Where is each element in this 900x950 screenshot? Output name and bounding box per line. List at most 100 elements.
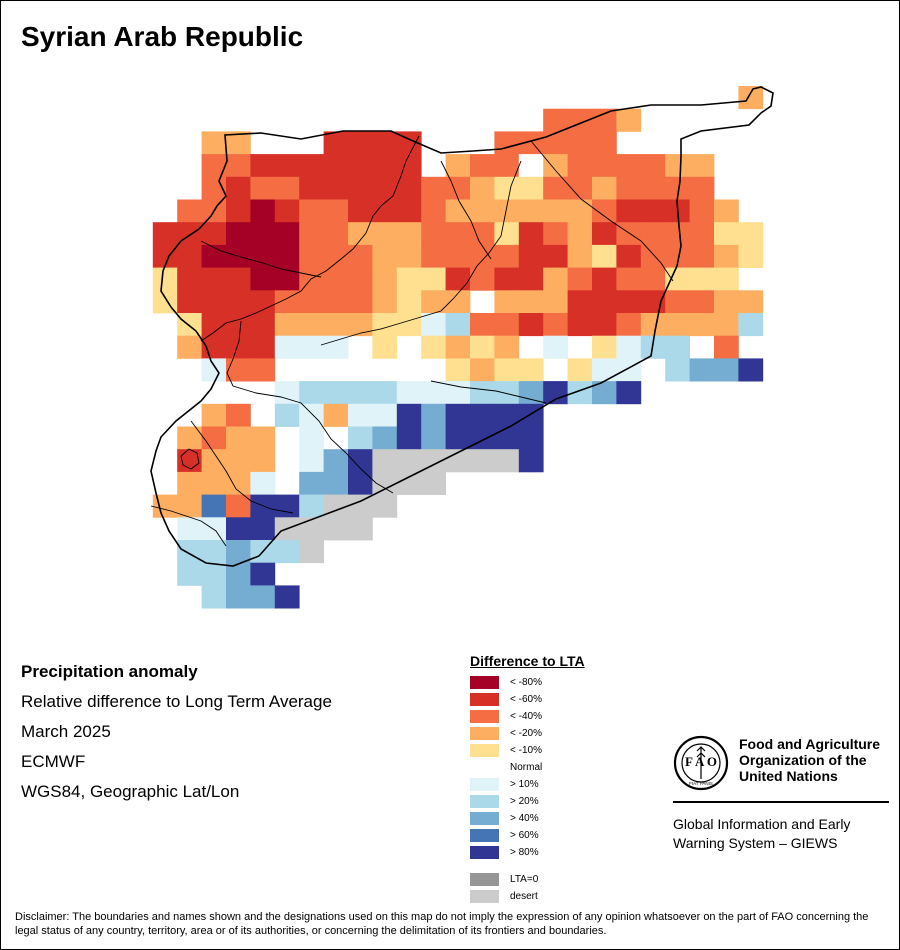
grid-cell xyxy=(421,290,446,314)
grid-cell xyxy=(226,449,251,473)
grid-cell xyxy=(372,267,398,291)
grid-cell xyxy=(738,244,764,268)
grid-cell xyxy=(372,381,398,405)
grid-cell xyxy=(226,176,251,200)
grid-cell xyxy=(274,381,300,405)
grid-cell xyxy=(494,403,520,427)
grid-cell xyxy=(348,131,373,155)
grid-cell xyxy=(543,108,568,132)
grid-cell xyxy=(299,381,324,405)
grid-cell xyxy=(323,176,349,200)
grid-cell xyxy=(470,199,495,223)
grid-cell xyxy=(665,313,690,337)
grid-cell xyxy=(665,244,690,268)
grid-cell xyxy=(494,267,520,291)
grid-cell xyxy=(348,471,373,495)
legend-title: Difference to LTA xyxy=(470,653,585,669)
grid-cell xyxy=(274,313,300,337)
legend-item: > 20% xyxy=(470,794,650,811)
region-border xyxy=(226,320,394,494)
region-border xyxy=(180,448,200,470)
grid-cell xyxy=(470,426,495,450)
grid-cell xyxy=(201,426,227,450)
grid-cell xyxy=(274,403,300,427)
grid-cell xyxy=(738,86,764,110)
grid-cell xyxy=(274,335,300,359)
grid-cell xyxy=(274,176,300,200)
grid-cell xyxy=(152,267,178,291)
grid-cell xyxy=(348,199,373,223)
grid-cell xyxy=(592,222,617,246)
legend-item: > 40% xyxy=(470,811,650,828)
grid-cell xyxy=(226,267,251,291)
grid-cell xyxy=(250,176,276,200)
grid-cell xyxy=(445,199,471,223)
grid-cell xyxy=(567,222,593,246)
grid-cell xyxy=(348,313,373,337)
grid-cell xyxy=(250,313,276,337)
grid-cell xyxy=(177,426,202,450)
grid-cell xyxy=(201,562,227,586)
grid-cell xyxy=(543,199,568,223)
legend-item: < -60% xyxy=(470,692,650,709)
grid-cell xyxy=(616,267,642,291)
grid-cell xyxy=(299,449,324,473)
grid-cell xyxy=(518,426,544,450)
grid-cell xyxy=(152,494,178,518)
grid-cell xyxy=(177,313,202,337)
grid-cell xyxy=(177,517,202,541)
grid-cell xyxy=(299,494,324,518)
grid-cell xyxy=(518,222,544,246)
grid-cell xyxy=(421,222,446,246)
grid-cell xyxy=(738,313,764,337)
grid-cell xyxy=(494,449,520,473)
info-heading: Precipitation anomaly xyxy=(21,662,198,681)
grid-cell xyxy=(494,290,520,314)
grid-cell xyxy=(714,335,739,359)
grid-cell xyxy=(592,176,617,200)
region-border xyxy=(190,420,294,514)
grid-cell xyxy=(592,244,617,268)
grid-cell xyxy=(421,244,446,268)
grid-cell xyxy=(226,426,251,450)
grid-cell xyxy=(470,176,495,200)
grid-cell xyxy=(177,471,202,495)
legend-item: LTA=0 xyxy=(470,872,650,889)
grid-cell xyxy=(226,517,251,541)
grid-cell xyxy=(689,199,715,223)
program-name-line: Warning System – GIEWS xyxy=(673,835,838,851)
grid-cell xyxy=(250,154,276,178)
grid-cell xyxy=(518,358,544,382)
grid-cell xyxy=(665,222,690,246)
legend-extra: LTA=0 desert xyxy=(470,872,650,906)
grid-cell xyxy=(348,290,373,314)
grid-cell xyxy=(274,199,300,223)
grid-cell xyxy=(543,154,568,178)
grid-cell xyxy=(396,403,422,427)
legend-label: > 10% xyxy=(510,779,539,790)
grid-cell xyxy=(396,244,422,268)
disclaimer: Disclaimer: The boundaries and names sho… xyxy=(15,911,869,937)
grid-cell xyxy=(323,335,349,359)
grid-cell xyxy=(494,222,520,246)
grid-cell xyxy=(445,244,471,268)
info-period: March 2025 xyxy=(21,722,111,741)
grid-cell xyxy=(396,449,422,473)
grid-cell xyxy=(177,540,202,564)
grid-cell xyxy=(299,540,324,564)
grid-cell xyxy=(201,222,227,246)
grid-cell xyxy=(543,176,568,200)
legend-label: < -60% xyxy=(510,694,542,705)
grid-cell xyxy=(396,199,422,223)
region-border xyxy=(200,135,420,342)
grid-cell xyxy=(201,335,227,359)
grid-cell xyxy=(616,335,642,359)
grid-cell xyxy=(543,381,568,405)
grid-cell xyxy=(226,358,251,382)
grid-cell xyxy=(323,267,349,291)
grid-cell xyxy=(299,426,324,450)
grid-cell xyxy=(177,494,202,518)
grid-cell xyxy=(518,313,544,337)
grid-cell xyxy=(396,426,422,450)
grid-cell xyxy=(445,290,471,314)
